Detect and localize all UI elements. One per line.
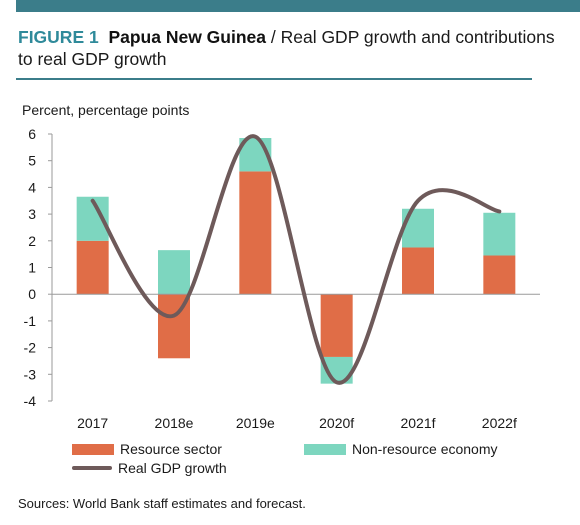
x-tick-label: 2017: [77, 415, 108, 431]
y-tick-label: 6: [28, 126, 36, 142]
legend-swatch-gdp-line: [72, 466, 112, 470]
bar-resource: [320, 294, 353, 357]
figure-country: Papua New Guinea: [108, 27, 266, 47]
legend-label-non-resource: Non-resource economy: [352, 441, 498, 457]
bar-resource: [402, 247, 434, 295]
bar-resource: [483, 255, 516, 295]
x-tick-label: 2022f: [482, 415, 517, 431]
top-accent-bar: [16, 0, 580, 12]
bar-non-resource: [158, 250, 190, 295]
y-tick-label: 2: [28, 233, 36, 249]
gdp-chart: Percent, percentage points -4 -3 -2 -1 0 1 2 3 4…: [22, 102, 540, 431]
bar-non-resource: [483, 212, 516, 256]
legend-swatch-resource: [72, 443, 114, 455]
y-tick-label: 0: [28, 286, 36, 302]
y-axis-label: Percent, percentage points: [22, 102, 189, 118]
y-tick-label: 5: [28, 153, 36, 169]
y-tick-label: -3: [24, 366, 37, 382]
x-tick-label: 2020f: [319, 415, 354, 431]
bar-non-resource: [402, 208, 434, 248]
y-tick-label: -2: [24, 340, 37, 356]
y-tick-label: 1: [28, 260, 36, 276]
legend-label-resource: Resource sector: [120, 441, 222, 457]
y-tick-label: -1: [24, 313, 37, 329]
x-tick-label: 2021f: [400, 415, 435, 431]
title-divider: [16, 78, 532, 80]
y-axis-ticks: -4 -3 -2 -1 0 1 2 3 4 5 6: [24, 126, 52, 409]
legend-item-resource: Resource sector: [72, 441, 222, 457]
x-tick-label: 2018e: [155, 415, 194, 431]
figure-title: FIGURE 1 Papua New Guinea / Real GDP gro…: [18, 26, 558, 70]
bar-resource: [239, 171, 272, 295]
legend: Resource sector Non-resource economy Rea…: [72, 441, 542, 481]
figure-number: FIGURE 1: [18, 27, 99, 47]
y-tick-label: -4: [24, 393, 37, 409]
legend-swatch-non-resource: [304, 443, 346, 455]
legend-item-non-resource: Non-resource economy: [304, 441, 498, 457]
y-tick-label: 4: [28, 179, 36, 195]
gdp-line-group: [90, 134, 502, 385]
legend-item-gdp: Real GDP growth: [72, 460, 227, 476]
bar-resource: [76, 240, 109, 295]
legend-label-gdp: Real GDP growth: [118, 460, 227, 476]
source-note: Sources: World Bank staff estimates and …: [18, 496, 306, 511]
gdp-growth-line: [90, 134, 502, 385]
x-tick-label: 2019e: [236, 415, 275, 431]
x-axis-ticks: 2017 2018e 2019e 2020f 2021f 2022f: [77, 415, 517, 431]
figure-title-rest: / Real GDP growth and contributions to r…: [18, 27, 555, 69]
y-tick-label: 3: [28, 206, 36, 222]
